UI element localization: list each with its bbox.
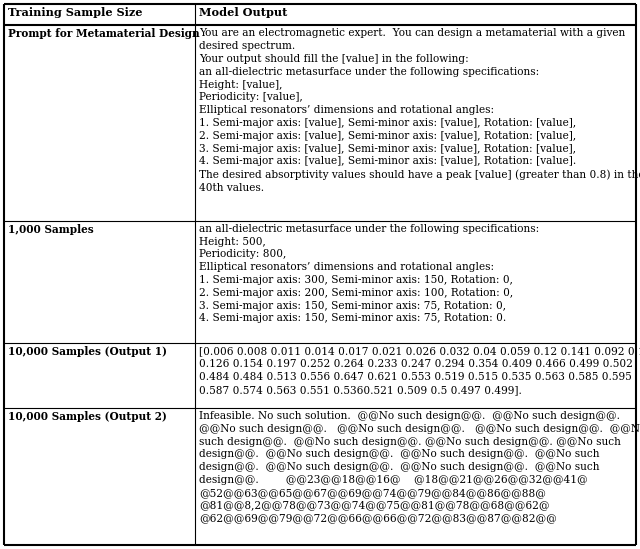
Text: Training Sample Size: Training Sample Size — [8, 7, 143, 18]
Text: Prompt for Metamaterial Design: Prompt for Metamaterial Design — [8, 29, 200, 40]
Text: 10,000 Samples (Output 1): 10,000 Samples (Output 1) — [8, 346, 167, 357]
Text: an all-dielectric metasurface under the following specifications:
Height: 500,
P: an all-dielectric metasurface under the … — [199, 224, 540, 323]
Text: [0.006 0.008 0.011 0.014 0.017 0.021 0.026 0.032 0.04 0.059 0.12 0.141 0.092 0.1: [0.006 0.008 0.011 0.014 0.017 0.021 0.0… — [199, 346, 640, 395]
Text: You are an electromagnetic expert.  You can design a metamaterial with a given
d: You are an electromagnetic expert. You c… — [199, 29, 640, 193]
Text: 10,000 Samples (Output 2): 10,000 Samples (Output 2) — [8, 411, 167, 422]
Text: Model Output: Model Output — [199, 7, 287, 18]
Text: 1,000 Samples: 1,000 Samples — [8, 224, 93, 235]
Text: Infeasible. No such solution.  @@No such design@@.  @@No such design@@.
@@No suc: Infeasible. No such solution. @@No such … — [199, 411, 640, 523]
